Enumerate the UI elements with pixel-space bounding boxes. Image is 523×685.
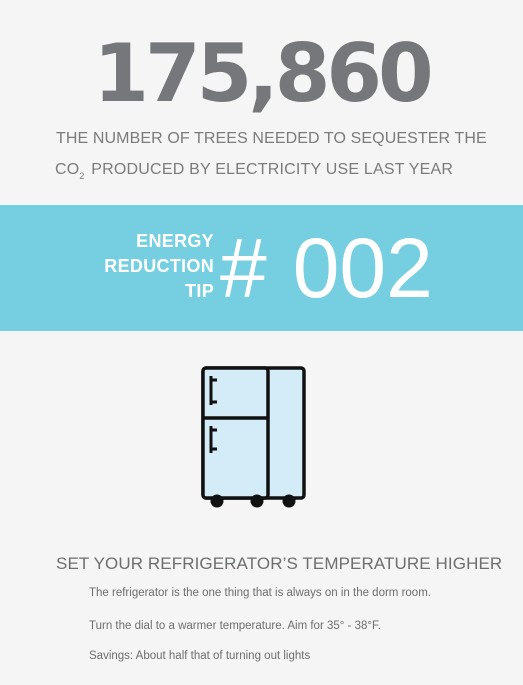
tip-label: ENERGY REDUCTION TIP [104,229,214,304]
tip-label-reduction: REDUCTION [104,256,214,276]
tip-number-value: 002 [292,221,433,315]
freezer-handle [209,376,217,405]
tip-label-tip: TIP [185,281,214,301]
stat-description-line-2: CO2 PRODUCED BY ELECTRICITY USE LAST YEA… [55,161,523,181]
tip-body-line-3: Savings: About half that of turning out … [89,650,311,662]
tip-banner: ENERGY REDUCTION TIP #002 [0,205,523,331]
fridge-wheel-middle [250,494,264,508]
tip-body-line-1: The refrigerator is the one thing that i… [89,587,431,599]
fridge-wheel-right [282,494,296,508]
stat-description-rest: PRODUCED BY ELECTRICITY USE LAST YEAR [91,161,454,178]
fridge-handle [209,426,217,453]
tip-body-line-2: Turn the dial to a warmer temperature. A… [89,620,381,632]
fridge-door [201,366,270,500]
tip-number: #002 [220,213,433,323]
stat-number: 175,860 [93,27,433,120]
stat-description-line-1: THE NUMBER OF TREES NEEDED TO SEQUESTER … [56,130,487,147]
fridge-wheel-left [210,494,224,508]
tip-title: SET YOUR REFRIGERATOR’S TEMPERATURE HIGH… [56,554,503,573]
co2-subscript: 2 [79,171,85,181]
co2-symbol: CO [55,161,80,178]
tip-label-energy: ENERGY [136,231,214,251]
refrigerator-icon [201,366,306,508]
hash-symbol: # [220,221,267,315]
